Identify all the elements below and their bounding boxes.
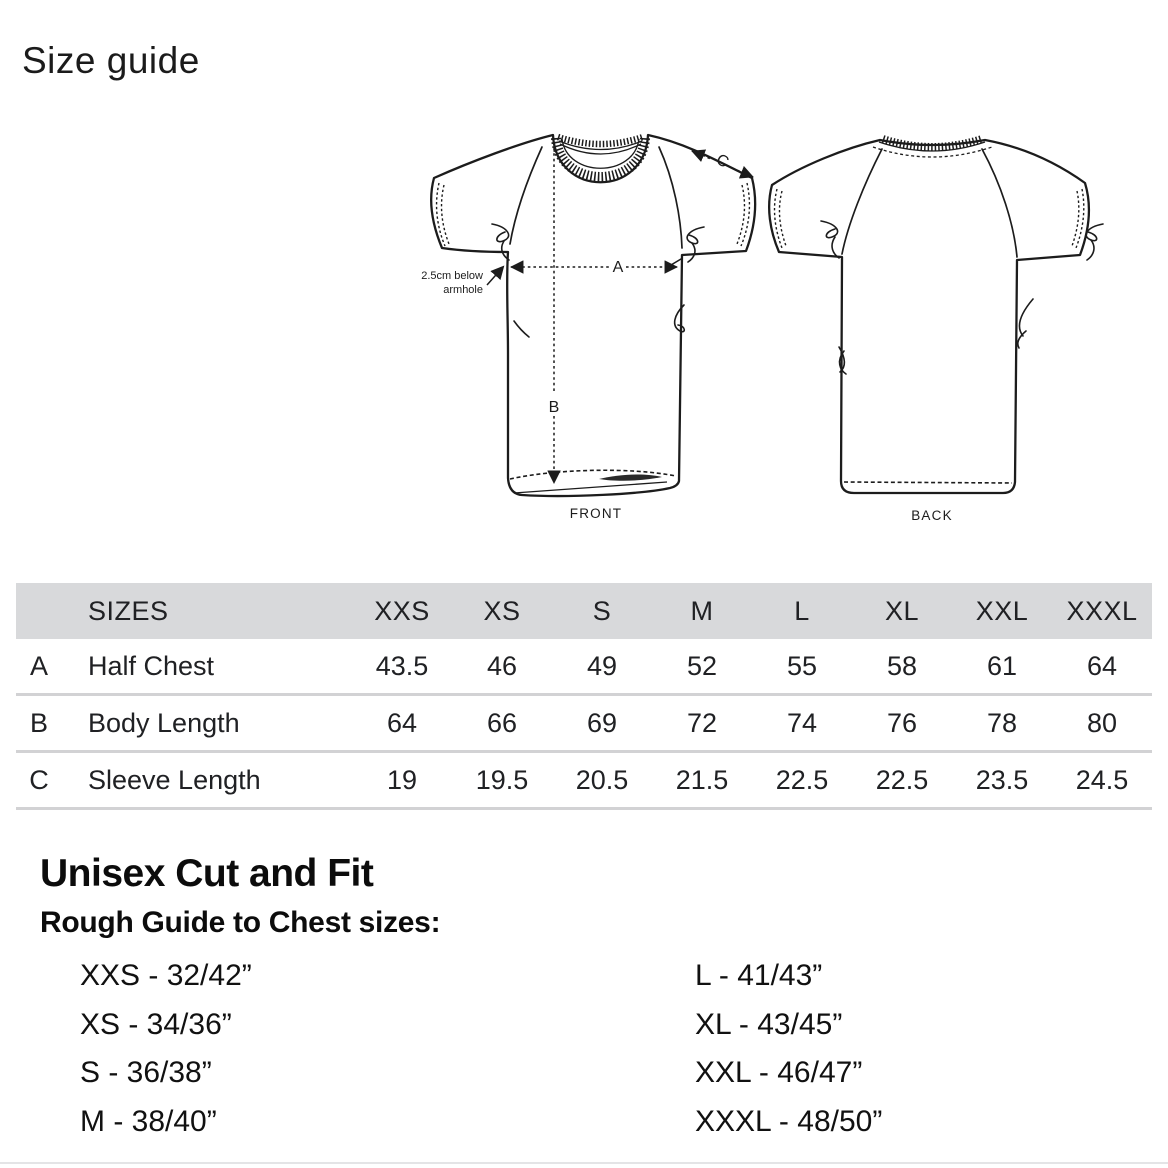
chest-size-item: L - 41/43” (695, 959, 823, 992)
cell-value: 24.5 (1075, 764, 1129, 795)
cell-value: 66 (486, 707, 518, 738)
cell-value: 64 (1086, 650, 1118, 681)
bottom-divider (0, 1162, 1168, 1164)
dim-label-a: A (613, 259, 624, 276)
header-xxxl: XXXL (1066, 595, 1138, 626)
cell-value: 22.5 (875, 764, 929, 795)
row-letter: C (29, 764, 49, 795)
size-table: SIZES XXS XS S M L XL XXL XXXL A Half Ch… (16, 583, 1152, 810)
table-row-sleeve-length: C Sleeve Length 19 19.5 20.5 21.5 22.5 2… (16, 753, 1152, 810)
cell-value: 19 (386, 764, 418, 795)
chest-sizes-right-column: L - 41/43” XL - 43/45” XXL - 46/47” XXXL… (695, 952, 882, 1146)
back-collar-rib (881, 135, 984, 151)
row-label: Half Chest (88, 650, 215, 681)
dimension-line-b: B (547, 142, 561, 485)
armhole-note: 2.5cm below armhole (421, 265, 505, 296)
dim-label-b: B (549, 399, 560, 416)
tshirt-measurement-diagram: A B C 2.5cm below armhole (421, 133, 1104, 523)
header-xs: XS (483, 595, 521, 626)
cell-value: 78 (986, 707, 1018, 738)
cell-value: 23.5 (975, 764, 1029, 795)
header-xl: XL (884, 595, 920, 626)
cell-value: 52 (686, 650, 718, 681)
size-table-header-row: SIZES XXS XS S M L XL XXL XXXL (16, 583, 1152, 639)
cell-value: 20.5 (575, 764, 629, 795)
cell-value: 69 (586, 707, 618, 738)
cell-value: 61 (986, 650, 1018, 681)
header-m: M (690, 595, 714, 626)
fit-heading: Unisex Cut and Fit (40, 852, 374, 895)
fit-section: Unisex Cut and Fit Rough Guide to Chest … (40, 852, 1140, 1146)
cell-value: 55 (786, 650, 818, 681)
front-shirt-drawing (430, 133, 757, 498)
table-row-half-chest: A Half Chest 43.5 46 49 52 55 58 61 64 (16, 639, 1152, 696)
table-row-body-length: B Body Length 64 66 69 72 74 76 78 80 (16, 696, 1152, 753)
fit-subheading: Rough Guide to Chest sizes: (40, 906, 441, 939)
cell-value: 49 (586, 650, 618, 681)
page-title: Size guide (22, 40, 200, 81)
row-letter: B (29, 707, 48, 738)
chest-size-item: S - 36/38” (80, 1056, 212, 1089)
armhole-note-line1: 2.5cm below (421, 270, 483, 282)
cell-value: 22.5 (775, 764, 829, 795)
cell-value: 46 (486, 650, 518, 681)
cell-value: 21.5 (675, 764, 729, 795)
cell-value: 19.5 (475, 764, 529, 795)
cell-value: 74 (786, 707, 818, 738)
row-label: Sleeve Length (88, 764, 261, 795)
chest-sizes-left-column: XXS - 32/42” XS - 34/36” S - 36/38” M - … (40, 952, 695, 1146)
chest-size-item: XS - 34/36” (80, 1007, 232, 1041)
chest-size-item: XXXL - 48/50” (695, 1104, 883, 1138)
front-hem-fold-shading (599, 474, 662, 481)
armhole-note-line2: armhole (443, 284, 483, 296)
cell-value: 58 (886, 650, 918, 681)
header-xxl: XXL (975, 595, 1029, 626)
row-label: Body Length (88, 707, 240, 738)
back-view-label: BACK (911, 508, 953, 523)
cell-value: 72 (686, 707, 718, 738)
cell-value: 80 (1086, 707, 1118, 738)
cell-value: 76 (886, 707, 918, 738)
front-view-label: FRONT (570, 506, 623, 521)
header-sizes: SIZES (88, 595, 169, 626)
row-letter: A (29, 650, 48, 681)
cell-value: 64 (386, 707, 418, 738)
header-s: S (592, 595, 612, 626)
cell-value: 43.5 (375, 650, 429, 681)
back-shirt-drawing (767, 135, 1104, 495)
chest-size-item: XL - 43/45” (695, 1007, 843, 1041)
chest-size-item: XXL - 46/47” (695, 1056, 863, 1089)
chest-size-item: XXS - 32/42” (80, 959, 252, 992)
chest-size-item: M - 38/40” (80, 1104, 217, 1138)
dimension-line-a: A (509, 259, 679, 276)
header-l: L (794, 595, 810, 626)
header-xxs: XXS (374, 595, 430, 626)
